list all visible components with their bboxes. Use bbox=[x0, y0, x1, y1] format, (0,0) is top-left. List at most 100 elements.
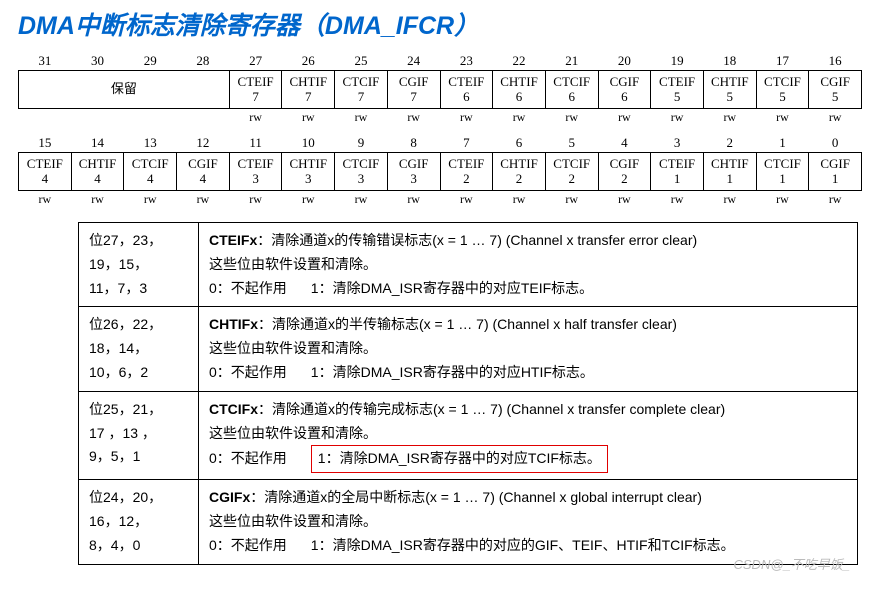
rw-label: rw bbox=[71, 191, 124, 209]
bit-field-cell: CGIF2 bbox=[598, 153, 651, 191]
rw-label: rw bbox=[493, 109, 546, 127]
rw-label: rw bbox=[335, 109, 388, 127]
bit-field-cell: CGIF1 bbox=[809, 153, 862, 191]
bit-number: 16 bbox=[809, 52, 862, 71]
rw-label: rw bbox=[229, 109, 282, 127]
rw-label bbox=[124, 109, 177, 127]
highlighted-option: 1：清除DMA_ISR寄存器中的对应TCIF标志。 bbox=[311, 445, 608, 473]
bit-number: 14 bbox=[71, 134, 124, 153]
bit-number: 0 bbox=[809, 134, 862, 153]
rw-label: rw bbox=[545, 191, 598, 209]
rw-label: rw bbox=[651, 191, 704, 209]
bit-table-high: 31302928272625242322212019181716 保留CTEIF… bbox=[18, 52, 862, 126]
bit-field-cell: CTEIF5 bbox=[651, 71, 704, 109]
bit-number: 18 bbox=[703, 52, 756, 71]
rw-label: rw bbox=[177, 191, 230, 209]
bit-number: 1 bbox=[756, 134, 809, 153]
bit-field-cell: CTCIF1 bbox=[756, 153, 809, 191]
bit-number: 28 bbox=[177, 52, 230, 71]
bit-number: 5 bbox=[545, 134, 598, 153]
rw-label bbox=[19, 109, 72, 127]
bit-field-cell: CGIF7 bbox=[387, 71, 440, 109]
bit-number: 20 bbox=[598, 52, 651, 71]
desc-cell: CTEIFx：清除通道x的传输错误标志(x = 1 … 7) (Channel … bbox=[199, 223, 858, 307]
bit-field-cell: CTEIF1 bbox=[651, 153, 704, 191]
bit-number: 29 bbox=[124, 52, 177, 71]
bit-field-cell: CTCIF3 bbox=[335, 153, 388, 191]
bits-cell: 位25，21，17 ，13 ，9，5，1 bbox=[79, 391, 199, 479]
bit-number: 31 bbox=[19, 52, 72, 71]
rw-label: rw bbox=[229, 191, 282, 209]
bit-field-cell: CTEIF2 bbox=[440, 153, 493, 191]
rw-label: rw bbox=[809, 191, 862, 209]
field-name: CHTIFx bbox=[209, 316, 258, 332]
description-table: 位27，23，19，15，11，7，3CTEIFx：清除通道x的传输错误标志(x… bbox=[78, 222, 858, 565]
bit-field-cell: CHTIF1 bbox=[703, 153, 756, 191]
rw-label: rw bbox=[124, 191, 177, 209]
bit-number: 26 bbox=[282, 52, 335, 71]
bit-number: 24 bbox=[387, 52, 440, 71]
bit-number: 6 bbox=[493, 134, 546, 153]
field-name: CTCIFx bbox=[209, 401, 258, 417]
rw-label: rw bbox=[545, 109, 598, 127]
bit-number: 27 bbox=[229, 52, 282, 71]
rw-label: rw bbox=[651, 109, 704, 127]
bit-number: 4 bbox=[598, 134, 651, 153]
bit-number: 2 bbox=[703, 134, 756, 153]
bit-number: 30 bbox=[71, 52, 124, 71]
desc-cell: CHTIFx：清除通道x的半传输标志(x = 1 … 7) (Channel x… bbox=[199, 307, 858, 391]
bit-number: 23 bbox=[440, 52, 493, 71]
bit-number: 13 bbox=[124, 134, 177, 153]
rw-label: rw bbox=[440, 191, 493, 209]
rw-label: rw bbox=[440, 109, 493, 127]
bit-field-cell: CTEIF4 bbox=[19, 153, 72, 191]
rw-label bbox=[71, 109, 124, 127]
bit-table-low: 1514131211109876543210 CTEIF4CHTIF4CTCIF… bbox=[18, 134, 862, 208]
bit-field-cell: CTEIF3 bbox=[229, 153, 282, 191]
bit-number: 7 bbox=[440, 134, 493, 153]
rw-label bbox=[177, 109, 230, 127]
rw-label: rw bbox=[282, 109, 335, 127]
bit-number: 15 bbox=[19, 134, 72, 153]
rw-label: rw bbox=[387, 191, 440, 209]
bit-field-cell: CTCIF2 bbox=[545, 153, 598, 191]
bit-number: 21 bbox=[545, 52, 598, 71]
bit-number: 19 bbox=[651, 52, 704, 71]
rw-label: rw bbox=[335, 191, 388, 209]
bit-number: 22 bbox=[493, 52, 546, 71]
desc-cell: CGIFx：清除通道x的全局中断标志(x = 1 … 7) (Channel x… bbox=[199, 480, 858, 564]
rw-label: rw bbox=[703, 109, 756, 127]
bit-number: 10 bbox=[282, 134, 335, 153]
bit-field-cell: CTCIF6 bbox=[545, 71, 598, 109]
bit-number: 17 bbox=[756, 52, 809, 71]
bit-field-cell: CGIF6 bbox=[598, 71, 651, 109]
rw-label: rw bbox=[703, 191, 756, 209]
desc-row: 位24，20，16，12，8，4，0CGIFx：清除通道x的全局中断标志(x =… bbox=[79, 480, 858, 564]
bit-field-cell: CHTIF7 bbox=[282, 71, 335, 109]
bit-field-cell: CTCIF5 bbox=[756, 71, 809, 109]
rw-label: rw bbox=[809, 109, 862, 127]
bit-field-cell: CHTIF3 bbox=[282, 153, 335, 191]
rw-label: rw bbox=[493, 191, 546, 209]
bit-field-cell: CHTIF4 bbox=[71, 153, 124, 191]
bit-field-cell: CHTIF6 bbox=[493, 71, 546, 109]
rw-label: rw bbox=[598, 109, 651, 127]
desc-row: 位26，22，18，14，10，6，2CHTIFx：清除通道x的半传输标志(x … bbox=[79, 307, 858, 391]
bit-field-cell: CTCIF4 bbox=[124, 153, 177, 191]
field-name: CGIFx bbox=[209, 489, 250, 505]
bit-field-cell: CTCIF7 bbox=[335, 71, 388, 109]
bits-cell: 位24，20，16，12，8，4，0 bbox=[79, 480, 199, 564]
bit-field-cell: CTEIF6 bbox=[440, 71, 493, 109]
rw-label: rw bbox=[598, 191, 651, 209]
bit-number: 8 bbox=[387, 134, 440, 153]
page-title: DMA中断标志清除寄存器（DMA_IFCR） bbox=[18, 6, 862, 42]
reserved-cell: 保留 bbox=[19, 71, 230, 109]
bit-number: 3 bbox=[651, 134, 704, 153]
rw-label: rw bbox=[282, 191, 335, 209]
bits-cell: 位26，22，18，14，10，6，2 bbox=[79, 307, 199, 391]
bit-field-cell: CTEIF7 bbox=[229, 71, 282, 109]
bit-field-cell: CGIF5 bbox=[809, 71, 862, 109]
rw-label: rw bbox=[387, 109, 440, 127]
bit-number: 11 bbox=[229, 134, 282, 153]
desc-row: 位25，21，17 ，13 ，9，5，1CTCIFx：清除通道x的传输完成标志(… bbox=[79, 391, 858, 479]
